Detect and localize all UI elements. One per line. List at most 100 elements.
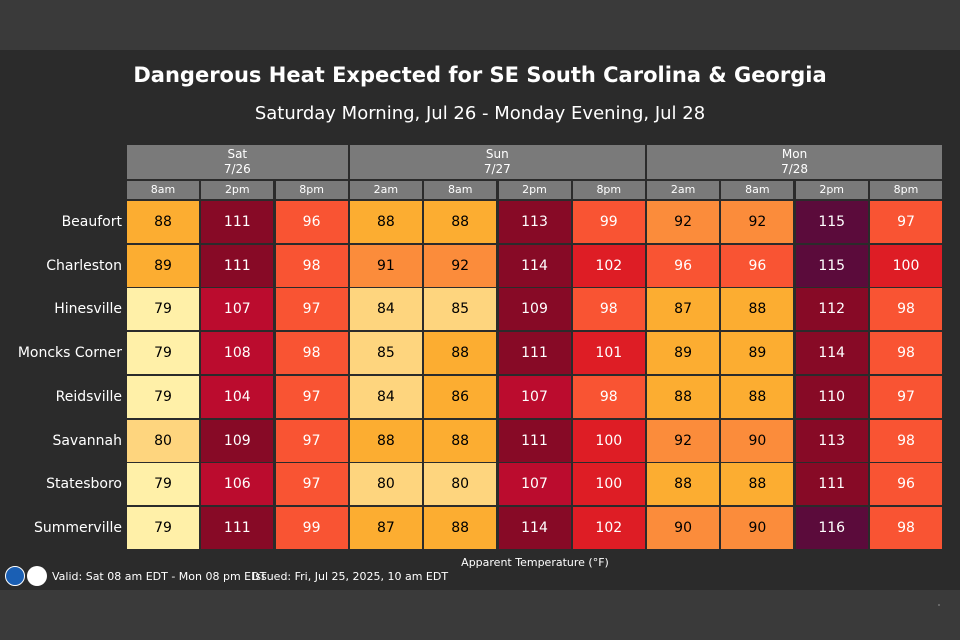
heat-cell: 84 (349, 375, 422, 418)
heat-cell: 80 (349, 463, 422, 506)
row-label: Reidsville (55, 388, 122, 405)
hour-header: 2am (349, 181, 422, 199)
heat-cell: 114 (498, 244, 571, 287)
heat-cell: 113 (795, 419, 868, 462)
heat-cell: 112 (795, 288, 868, 331)
day-name: Sun (485, 147, 509, 161)
nws-logo-icon (27, 566, 47, 586)
heat-cell: 111 (201, 244, 274, 287)
heat-cell: 108 (201, 332, 274, 375)
heat-cell: 96 (870, 463, 942, 506)
heat-cell: 98 (870, 288, 942, 331)
legend-label: Apparent Temperature (°F) (461, 556, 609, 569)
hour-header: 8pm (870, 181, 942, 199)
heat-cell: 107 (498, 463, 571, 506)
heat-cell: 100 (572, 419, 645, 462)
row-label: Hinesville (54, 301, 122, 318)
day-header-sun: Sun 7/27 (349, 145, 645, 179)
day-date: 7/28 (781, 162, 809, 176)
heat-cell: 115 (795, 201, 868, 243)
row-label: Statesboro (46, 476, 122, 493)
heat-cell: 88 (424, 506, 497, 549)
heat-cell: 107 (201, 288, 274, 331)
heat-cell: 111 (201, 201, 274, 243)
row-label: Savannah (52, 432, 122, 449)
heat-cell: 87 (349, 506, 422, 549)
issued-time: Issued: Fri, Jul 25, 2025, 10 am EDT (252, 570, 449, 583)
noaa-logo-icon (5, 566, 25, 586)
heat-cell: 90 (721, 506, 794, 549)
chart-title: Dangerous Heat Expected for SE South Car… (133, 63, 827, 87)
heat-cell: 88 (647, 463, 720, 506)
heat-cell: 97 (275, 419, 348, 462)
heat-cell: 111 (201, 506, 274, 549)
heat-cell: 111 (498, 419, 571, 462)
heat-cell: 88 (424, 332, 497, 375)
heat-cell: 80 (424, 463, 497, 506)
row-label: Summerville (34, 519, 122, 536)
heat-cell: 114 (498, 506, 571, 549)
hour-header: 8am (424, 181, 497, 199)
heat-cell: 98 (572, 288, 645, 331)
heat-cell: 92 (647, 201, 720, 243)
row-label: Moncks Corner (17, 345, 122, 362)
day-header-mon: Mon 7/28 (647, 145, 942, 179)
hour-header: 8am (721, 181, 794, 199)
chart-subtitle: Saturday Morning, Jul 26 - Monday Evenin… (254, 103, 706, 124)
heat-cell: 97 (275, 288, 348, 331)
heat-cell: 79 (127, 332, 199, 375)
heat-cell: 92 (647, 419, 720, 462)
heat-cell: 114 (795, 332, 868, 375)
heat-cell: 98 (870, 332, 942, 375)
heat-cell: 90 (647, 506, 720, 549)
heat-cell: 97 (275, 463, 348, 506)
heat-cell: 92 (721, 201, 794, 243)
heat-cell: 88 (721, 463, 794, 506)
heat-cell: 89 (647, 332, 720, 375)
heat-cell: 98 (275, 332, 348, 375)
heat-cell: 92 (424, 244, 497, 287)
heat-cell: 98 (572, 375, 645, 418)
corner-dot (938, 604, 940, 606)
heat-cell: 98 (870, 419, 942, 462)
heat-cell: 85 (424, 288, 497, 331)
heat-cell: 88 (349, 419, 422, 462)
heat-cell: 88 (647, 375, 720, 418)
heat-cell: 104 (201, 375, 274, 418)
heat-cell: 102 (572, 244, 645, 287)
heat-cell: 84 (349, 288, 422, 331)
heat-cell: 100 (572, 463, 645, 506)
heat-cell: 86 (424, 375, 497, 418)
heat-cell: 106 (201, 463, 274, 506)
heat-cell: 91 (349, 244, 422, 287)
heat-cell: 96 (721, 244, 794, 287)
heat-cell: 101 (572, 332, 645, 375)
heat-cell: 89 (127, 244, 199, 287)
heat-cell: 79 (127, 288, 199, 331)
heat-cell: 99 (572, 201, 645, 243)
heat-cell: 97 (870, 201, 942, 243)
bottom-band (0, 590, 960, 640)
heat-cell: 113 (498, 201, 571, 243)
valid-time: Valid: Sat 08 am EDT - Mon 08 pm EDT (52, 570, 267, 583)
heat-cell: 80 (127, 419, 199, 462)
hour-header: 8pm (572, 181, 645, 199)
heat-cell: 88 (721, 375, 794, 418)
day-header-sat: Sat 7/26 (127, 145, 348, 179)
heat-cell: 100 (870, 244, 942, 287)
hour-header: 8am (127, 181, 199, 199)
heat-cell: 110 (795, 375, 868, 418)
heat-cell: 79 (127, 375, 199, 418)
heat-cell: 116 (795, 506, 868, 549)
hour-header: 2pm (201, 181, 274, 199)
heat-cell: 79 (127, 463, 199, 506)
heat-cell: 88 (721, 288, 794, 331)
heat-cell: 107 (498, 375, 571, 418)
heat-cell: 90 (721, 419, 794, 462)
heat-cell: 88 (424, 419, 497, 462)
heat-cell: 88 (127, 201, 199, 243)
heat-cell: 85 (349, 332, 422, 375)
top-band (0, 0, 960, 50)
hour-header: 2pm (795, 181, 868, 199)
heat-cell: 102 (572, 506, 645, 549)
